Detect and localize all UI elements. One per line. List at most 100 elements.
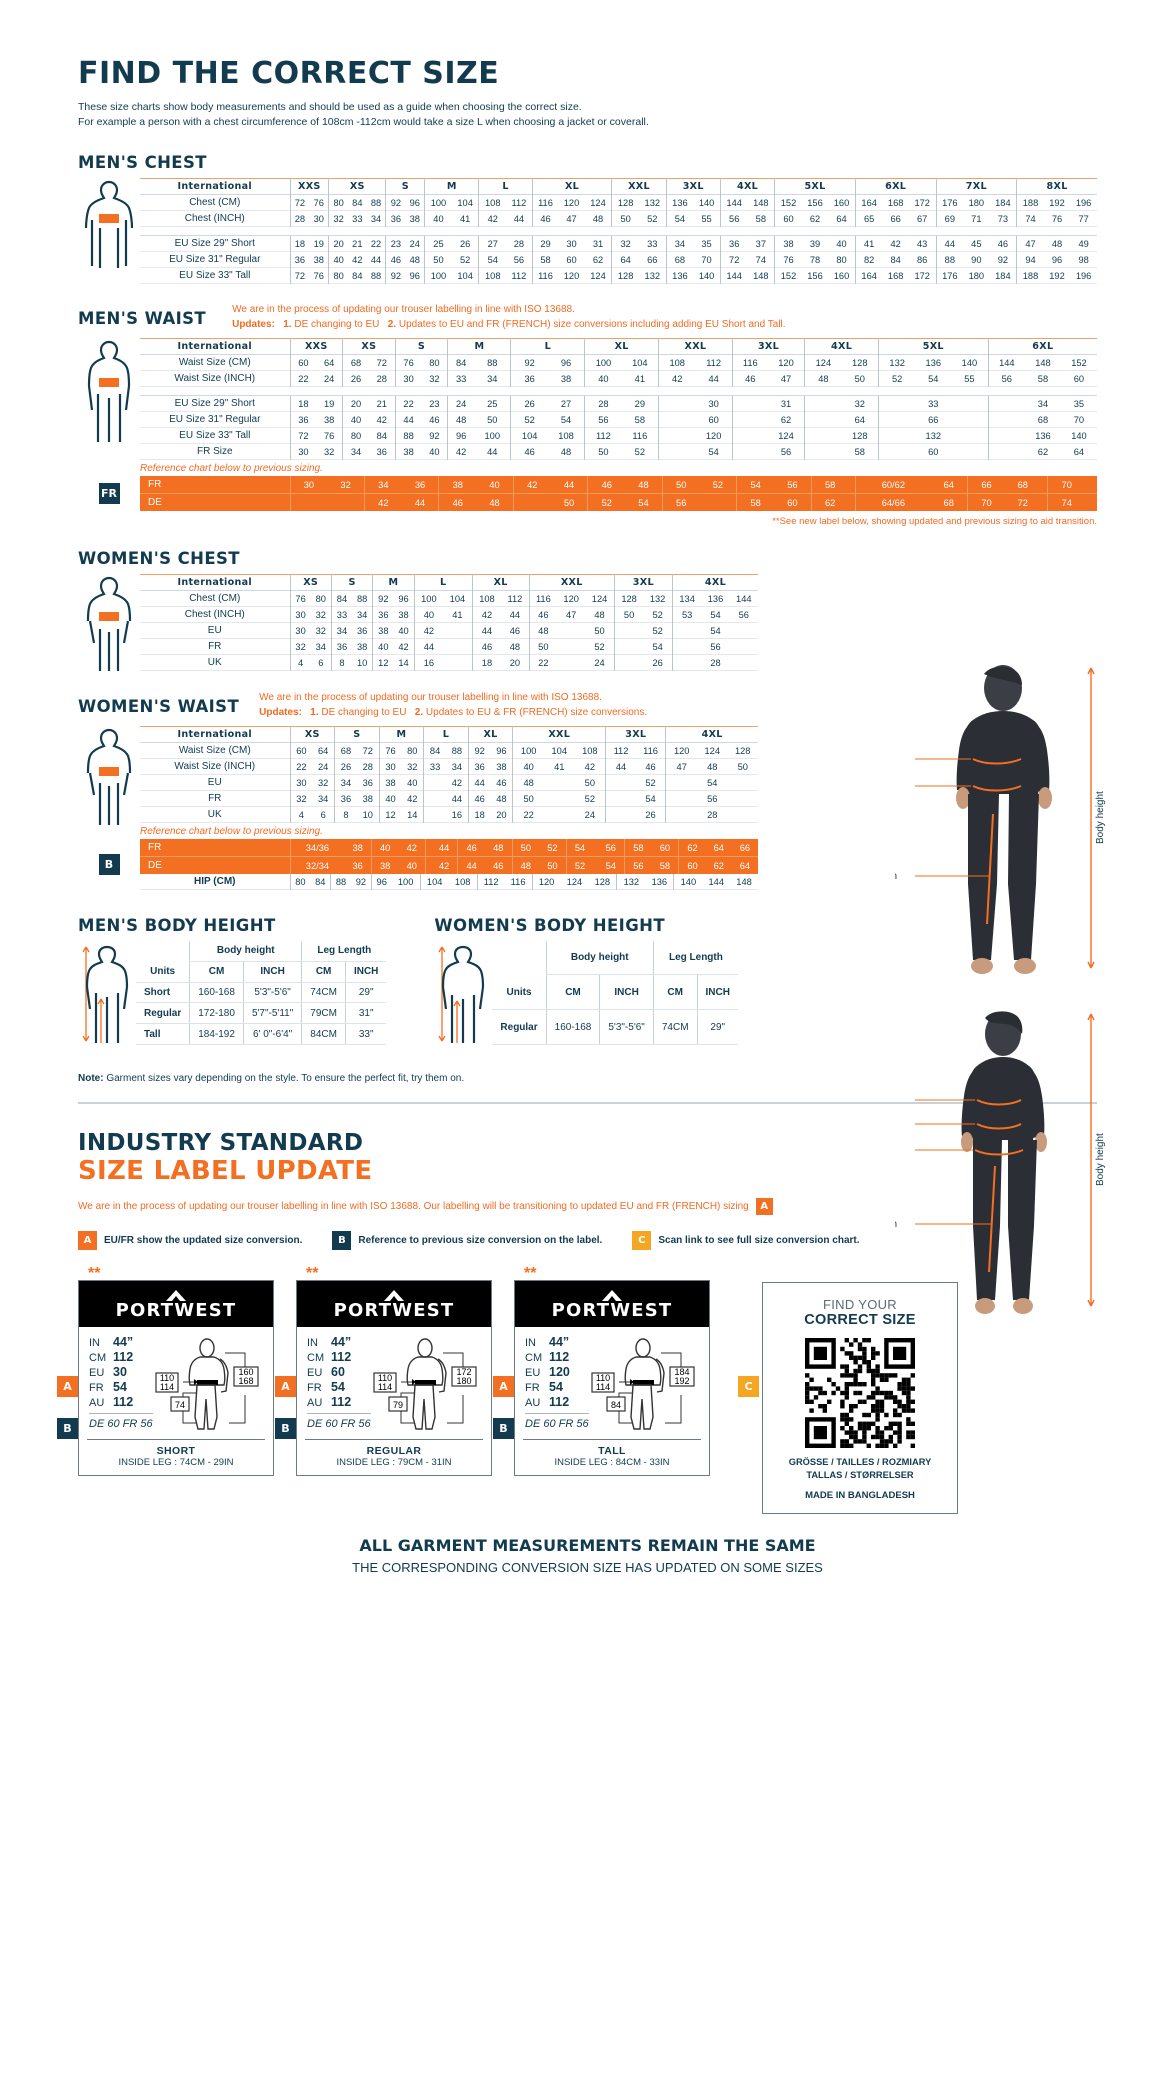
size-group-header: XS <box>289 726 335 743</box>
size-cell: 38 <box>398 609 409 620</box>
model-label-body-height-women: Body height <box>1095 1133 1105 1186</box>
size-cell: 80 <box>328 267 349 284</box>
size-cell: 112 <box>584 427 622 444</box>
size-cell: 24 <box>409 238 420 249</box>
label-card: ** PORTWEST IN 44” CM 112 EU 60 FR 54 AU 112 DE 60 F… <box>275 1266 492 1476</box>
size-cell: 12 <box>372 654 394 671</box>
waist-box-top: 110 <box>377 1373 391 1383</box>
spec-key: AU <box>307 1397 323 1409</box>
size-cell: 42 <box>451 777 463 788</box>
size-cell: 30 <box>394 370 422 387</box>
size-group-header: L <box>478 178 533 195</box>
size-group-header: L <box>423 726 469 743</box>
table-row: EU Size 33" Tall 72 76 80 84 88 92 96 100 104 108 1… <box>140 427 1097 444</box>
size-cell: 30 <box>378 758 402 775</box>
size-cell: 60 <box>566 254 577 265</box>
size-spec-list: IN 44” CM 112 EU 60 FR 54 AU 112 DE 60 FR 56 <box>307 1335 371 1431</box>
row-label: EU Size 31" Regular <box>169 254 261 265</box>
size-cell: 38 <box>496 761 507 772</box>
size-cell: 100 <box>584 354 622 371</box>
size-cell: 62 <box>592 254 604 265</box>
table-row: UK 4 6 8 10 12 14 16 18 20 22 24 26 28 <box>140 806 758 823</box>
size-cell: 47 <box>780 373 792 384</box>
size-cell: 23 <box>385 235 406 252</box>
size-cell: 94 <box>1016 251 1044 268</box>
reference-cell <box>848 493 856 511</box>
reference-cell: 42 <box>406 842 417 853</box>
size-cell: 168 <box>887 270 904 281</box>
row-label: FR <box>208 793 222 804</box>
size-cell: 164 <box>854 194 883 211</box>
size-cell: 124 <box>778 430 794 441</box>
size-cell: 120 <box>705 430 722 441</box>
mens-chest-title: MEN'S CHEST <box>78 153 207 172</box>
size-cell: 176 <box>935 267 964 284</box>
size-cell: 34 <box>487 373 498 384</box>
size-cell <box>443 623 472 639</box>
qr-code[interactable] <box>771 1338 949 1448</box>
table-row: FR 32 34 36 38 40 42 44 46 48 50 52 54 56 <box>140 790 758 807</box>
hip-cell: 104 <box>419 874 449 890</box>
size-cell: 20 <box>509 657 521 668</box>
reference-cell: 62 <box>678 839 706 857</box>
size-cell: 96 <box>447 427 475 444</box>
size-cell <box>671 638 702 655</box>
spec-key: AU <box>89 1397 105 1409</box>
update-1-num: 1. <box>283 319 292 330</box>
size-cell: 46 <box>997 238 1009 249</box>
size-cell: 60 <box>708 414 719 425</box>
size-cell: 32 <box>324 446 335 457</box>
reference-cell: 50 <box>539 856 567 874</box>
size-cell: 88 <box>394 427 422 444</box>
size-cell: 42 <box>413 622 444 639</box>
bh-sub-header: CM <box>545 974 600 1011</box>
size-cell: 64 <box>318 745 329 756</box>
size-cell: 88 <box>356 593 368 604</box>
height-box-top: 184 <box>674 1367 689 1377</box>
size-cell: 34 <box>334 774 357 791</box>
size-group-header: XXL <box>611 178 667 195</box>
size-cell <box>727 807 758 823</box>
column-header-international: International <box>177 577 252 588</box>
reference-cell: 48 <box>493 842 504 853</box>
male-torso-figure <box>78 178 140 284</box>
size-cell: 38 <box>774 235 802 252</box>
size-cell: 42 <box>447 443 475 460</box>
size-cell: 80 <box>328 194 349 211</box>
size-cell <box>423 774 446 791</box>
label-card: ** PORTWEST IN 44” CM 112 EU 120 FR 54 AU 112 DE 60 … <box>493 1266 710 1476</box>
bh-group-header: Body height <box>545 941 654 976</box>
size-cell: 54 <box>708 446 719 457</box>
inside-leg-text: INSIDE LEG : 74CM - 29IN <box>118 1457 234 1468</box>
reference-cell: 44 <box>438 842 450 853</box>
row-label: Chest (INCH) <box>184 609 245 620</box>
size-cell: 38 <box>324 414 335 425</box>
size-cell: 36 <box>330 638 353 655</box>
label-body: IN 44” CM 112 EU 30 FR 54 AU 112 DE 60 FR 56 110 114… <box>79 1327 273 1435</box>
size-group-header: XS <box>342 338 396 355</box>
size-cell: 10 <box>356 657 368 668</box>
badge-b-card: B <box>275 1418 296 1439</box>
size-cell: 124 <box>590 197 606 208</box>
size-cell: 40 <box>512 758 545 775</box>
waist-box-top: 110 <box>159 1373 173 1383</box>
reference-cell: 58 <box>810 476 849 494</box>
portwest-logo: PORTWEST <box>79 1281 273 1327</box>
reference-cell <box>1090 493 1097 511</box>
row-label: EU Size 33" Tall <box>179 270 251 281</box>
size-cell: 152 <box>1071 357 1087 368</box>
size-cell: 112 <box>605 742 636 759</box>
hip-cell: 136 <box>651 876 668 887</box>
size-cell: 172 <box>914 197 930 208</box>
size-cell: 32 <box>328 210 349 227</box>
size-cell: 40 <box>413 606 444 623</box>
size-cell: 78 <box>809 254 821 265</box>
size-group-header: 3XL <box>613 574 673 591</box>
size-cell: 72 <box>362 745 373 756</box>
size-cell: 76 <box>1051 213 1063 224</box>
size-cell: 108 <box>582 745 598 756</box>
reference-cell: 56 <box>624 856 652 874</box>
size-group-header: M <box>372 574 415 591</box>
size-cell: 120 <box>563 593 579 604</box>
size-cell <box>730 639 758 655</box>
